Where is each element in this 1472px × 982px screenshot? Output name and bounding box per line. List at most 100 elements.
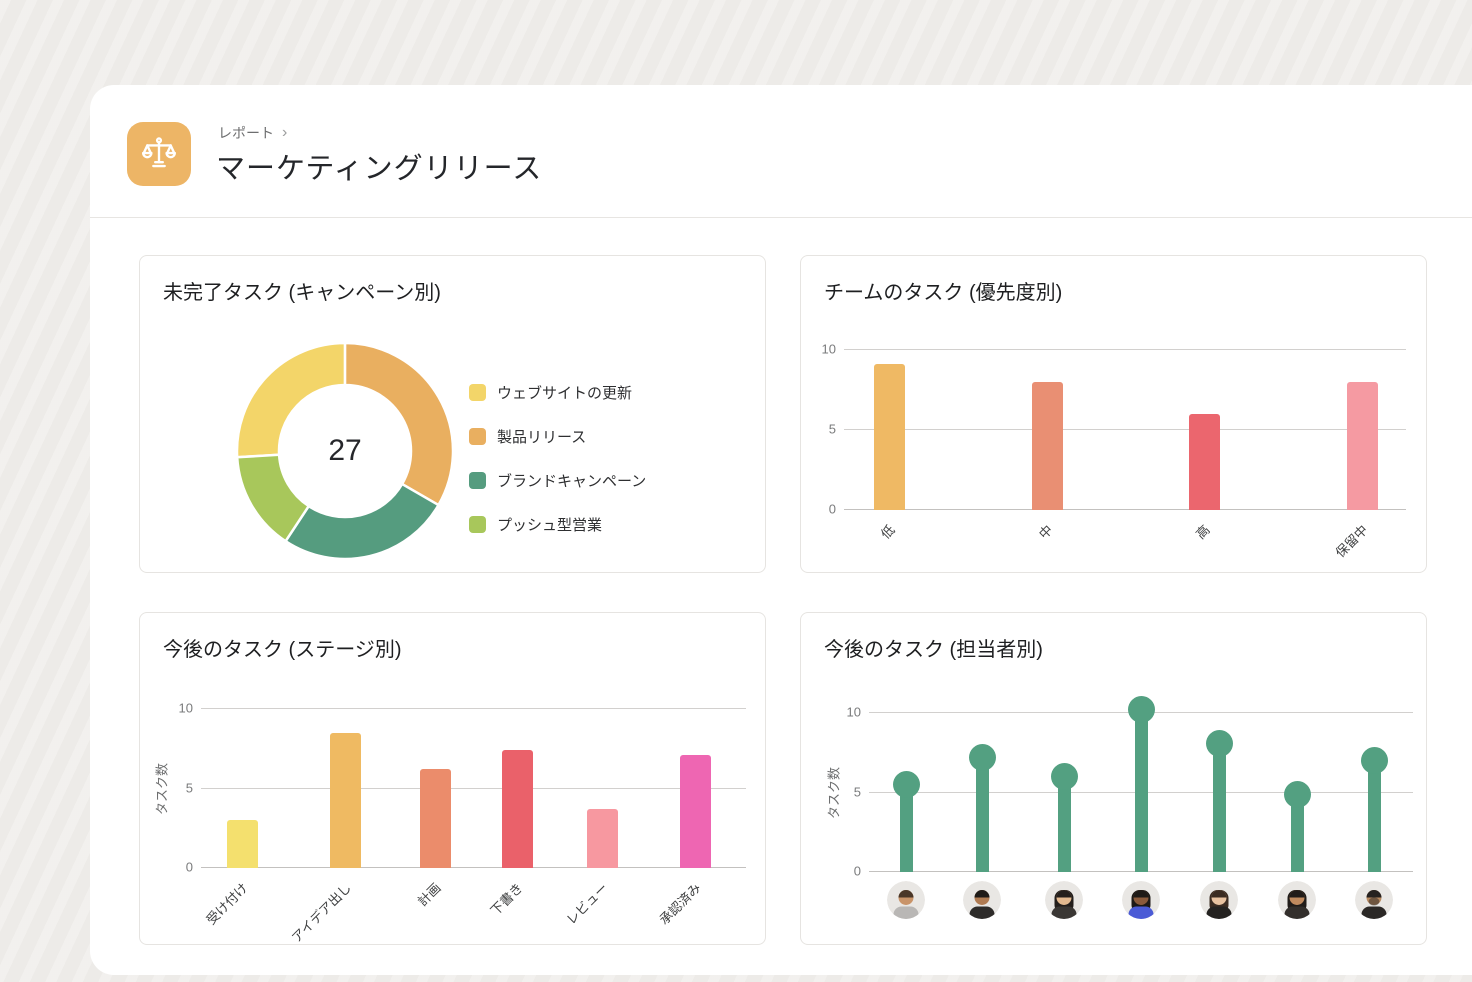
avatar-3 xyxy=(1045,881,1083,919)
main-card: レポート › マーケティングリリース 未完了タスク (キャンペーン別) 27 ウェ… xyxy=(90,85,1472,975)
lollipop-head-3[interactable] xyxy=(1050,763,1078,791)
y-tick-label: 5 xyxy=(185,780,193,795)
lollipop-head-4[interactable] xyxy=(1127,696,1155,724)
legend-label: ブランドキャンペーン xyxy=(497,473,647,490)
legend-swatch-icon xyxy=(469,472,486,489)
y-axis-title: タスク数 xyxy=(154,762,170,815)
x-tick-label: 低 xyxy=(877,522,898,542)
lollipop-head-1[interactable] xyxy=(892,771,920,799)
lollipop-stem-6[interactable] xyxy=(1290,794,1304,872)
gridline: 0 xyxy=(186,860,746,875)
x-tick-label: 下書き xyxy=(487,880,526,919)
bar-保留中[interactable] xyxy=(1346,382,1378,510)
y-tick-label: 10 xyxy=(178,700,193,716)
legend-swatch-icon xyxy=(469,384,486,401)
legend-item[interactable]: ブランドキャンペーン xyxy=(469,470,646,491)
page-title[interactable]: マーケティングリリース xyxy=(216,153,543,185)
header-divider xyxy=(90,217,1472,218)
avatar-5 xyxy=(1200,881,1238,919)
y-tick-label: 5 xyxy=(828,421,836,437)
plot-area: 0 5 10 タスク数 xyxy=(827,696,1413,919)
bar-低[interactable] xyxy=(873,364,905,510)
bar-下書き[interactable] xyxy=(501,750,533,868)
donut-segment-2[interactable] xyxy=(284,482,440,561)
legend-item[interactable]: ウェブサイトの更新 xyxy=(469,382,646,403)
x-tick-label: 承認済み xyxy=(656,880,704,928)
donut-ring[interactable]: 27 xyxy=(235,341,455,561)
chart-title: 今後のタスク (ステージ別) xyxy=(163,639,402,661)
bar-中[interactable] xyxy=(1031,382,1063,510)
x-tick-label: 中 xyxy=(1035,522,1056,542)
y-tick-label: 5 xyxy=(853,784,861,799)
lollipop-stem-7[interactable] xyxy=(1367,760,1381,872)
plot-area: 0 5 10 低 中 高 保留中 xyxy=(822,342,1406,560)
chart-title: 未完了タスク (キャンペーン別) xyxy=(163,282,441,304)
lollipop-stem-3[interactable] xyxy=(1057,776,1071,872)
avatar-6 xyxy=(1278,881,1316,919)
lollipop-stem-2[interactable] xyxy=(975,757,989,872)
donut-chart: 27 ウェブサイトの更新 製品リリース ブランドキャンペーン プッシュ型営業 xyxy=(140,256,765,572)
y-tick-label: 0 xyxy=(853,863,861,879)
y-tick-label: 0 xyxy=(185,859,193,875)
bar-レビュー[interactable] xyxy=(586,809,618,868)
avatar-7 xyxy=(1355,881,1393,919)
x-tick-label: アイデア出し xyxy=(288,880,354,946)
y-tick-label: 0 xyxy=(828,501,836,517)
donut-segment-0[interactable] xyxy=(235,341,347,459)
gridline: 10 xyxy=(179,701,746,716)
lollipop-stem-5[interactable] xyxy=(1212,743,1226,872)
lollipop-head-7[interactable] xyxy=(1360,747,1388,775)
y-tick-label: 10 xyxy=(821,341,836,357)
gridline: 5 xyxy=(186,780,746,795)
chart-card-team-by-priority: チームのタスク (優先度別) 0 5 10 低 中 高 保留中 xyxy=(800,255,1427,573)
legend-swatch-icon xyxy=(469,516,486,533)
bar-アイデア出し[interactable] xyxy=(329,732,361,868)
avatar-1 xyxy=(887,881,925,919)
bar-計画[interactable] xyxy=(419,769,451,868)
gridline: 5 xyxy=(829,422,1406,437)
gridline: 10 xyxy=(822,342,1406,357)
report-icon xyxy=(127,122,191,186)
lollipop-head-2[interactable] xyxy=(968,744,996,772)
y-tick-label: 10 xyxy=(846,704,861,720)
breadcrumb: レポート › xyxy=(218,123,287,143)
avatar-2 xyxy=(963,881,1001,919)
chevron-right-icon: › xyxy=(282,124,288,141)
x-tick-label: 高 xyxy=(1192,522,1213,542)
bar-chart-priority: 0 5 10 低 中 高 保留中 xyxy=(801,256,1426,572)
bar-承認済み[interactable] xyxy=(679,755,711,868)
bar-高[interactable] xyxy=(1188,414,1220,510)
gridline: 0 xyxy=(829,502,1406,517)
legend-label: ウェブサイトの更新 xyxy=(497,385,633,402)
plot-area: 0 5 10 タスク数受け付け アイデア出し 計画 下書き レビュー 承認済み xyxy=(155,701,746,945)
legend-item[interactable]: プッシュ型営業 xyxy=(469,514,646,535)
legend-label: プッシュ型営業 xyxy=(497,517,603,534)
lollipop-head-5[interactable] xyxy=(1205,729,1233,757)
x-tick-label: 受け付け xyxy=(203,880,251,928)
lollipop-stem-1[interactable] xyxy=(899,784,913,872)
chart-card-upcoming-by-assignee: 今後のタスク (担当者別) 0 5 10 タスク数 xyxy=(800,612,1427,945)
donut-segment-1[interactable] xyxy=(343,341,455,507)
avatar-4 xyxy=(1122,881,1160,919)
chart-title: チームのタスク (優先度別) xyxy=(824,282,1063,304)
chart-title: 今後のタスク (担当者別) xyxy=(824,639,1043,661)
y-axis-title: タスク数 xyxy=(826,766,842,819)
x-tick-label: 保留中 xyxy=(1332,522,1371,561)
chart-legend: ウェブサイトの更新 製品リリースブランドキャンペーン プッシュ型営業 xyxy=(469,382,646,535)
balance-scale-icon xyxy=(141,137,177,168)
breadcrumb-reports-link[interactable]: レポート xyxy=(218,125,274,141)
legend-swatch-icon xyxy=(469,428,486,445)
chart-card-upcoming-by-stage: 今後のタスク (ステージ別) 0 5 10 タスク数受け付け アイデア出し 計画 下書き レビ… xyxy=(139,612,766,945)
lollipop-head-6[interactable] xyxy=(1283,780,1311,808)
bar-受け付け[interactable] xyxy=(226,820,258,868)
x-tick-label: 計画 xyxy=(414,880,444,910)
donut-segment-3[interactable] xyxy=(235,453,310,543)
legend-item[interactable]: 製品リリース xyxy=(469,426,646,447)
lollipop-chart-assignee: 0 5 10 タスク数 xyxy=(801,613,1426,944)
bar-chart-stage: 0 5 10 タスク数受け付け アイデア出し 計画 下書き レビュー 承認済み xyxy=(140,613,765,945)
lollipop-stem-4[interactable] xyxy=(1134,709,1148,872)
x-tick-label: レビュー xyxy=(563,880,611,928)
chart-card-incomplete-by-campaign: 未完了タスク (キャンペーン別) 27 ウェブサイトの更新 製品リリース ブランドキャ… xyxy=(139,255,766,573)
legend-label: 製品リリース xyxy=(497,429,587,446)
